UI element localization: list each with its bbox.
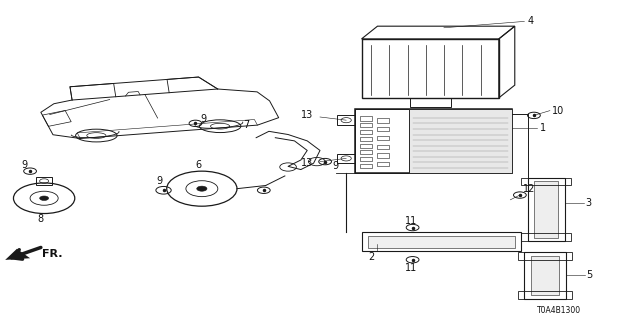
Text: 6: 6 <box>196 160 202 170</box>
Text: 5: 5 <box>586 270 593 281</box>
Bar <box>521 233 571 241</box>
Text: 13: 13 <box>301 158 313 168</box>
Circle shape <box>196 186 207 191</box>
Bar <box>355 109 511 173</box>
Bar <box>378 127 389 131</box>
Bar <box>524 252 566 299</box>
Bar <box>360 157 372 161</box>
Bar <box>527 178 564 241</box>
Text: 9: 9 <box>156 176 162 186</box>
Bar <box>521 178 571 186</box>
Text: FR.: FR. <box>42 249 63 259</box>
Polygon shape <box>5 249 30 260</box>
Text: 11: 11 <box>405 216 417 226</box>
Text: 1: 1 <box>540 123 547 133</box>
Bar <box>360 143 372 148</box>
Bar <box>337 116 355 125</box>
Text: 11: 11 <box>405 263 417 273</box>
Bar <box>410 98 451 108</box>
Bar <box>378 118 389 123</box>
Bar <box>36 177 52 185</box>
Circle shape <box>40 196 49 200</box>
Text: 9: 9 <box>22 160 28 170</box>
Bar <box>337 154 355 163</box>
Bar <box>378 145 389 149</box>
Bar <box>518 252 572 260</box>
Text: 13: 13 <box>301 110 313 120</box>
Text: 3: 3 <box>585 198 591 208</box>
Text: 9: 9 <box>333 161 339 172</box>
Bar <box>362 39 499 98</box>
Bar <box>378 154 389 158</box>
Bar <box>531 256 559 295</box>
Bar <box>362 232 521 251</box>
Bar <box>360 116 372 121</box>
Bar <box>410 109 511 173</box>
Text: T0A4B1300: T0A4B1300 <box>538 306 582 315</box>
Bar <box>378 136 389 140</box>
Text: 9: 9 <box>200 114 207 124</box>
Text: 7: 7 <box>243 120 250 130</box>
Text: 4: 4 <box>527 16 534 27</box>
Bar <box>360 130 372 134</box>
Bar <box>360 123 372 127</box>
Bar <box>534 181 558 238</box>
Bar <box>355 109 410 173</box>
Bar <box>378 162 389 166</box>
Bar <box>360 150 372 155</box>
Text: 8: 8 <box>38 214 44 224</box>
Text: 2: 2 <box>368 252 374 262</box>
Text: 12: 12 <box>523 184 536 194</box>
Bar <box>360 137 372 141</box>
Bar <box>368 236 515 248</box>
Bar <box>518 291 572 299</box>
Text: 10: 10 <box>552 106 564 116</box>
Bar <box>360 164 372 168</box>
